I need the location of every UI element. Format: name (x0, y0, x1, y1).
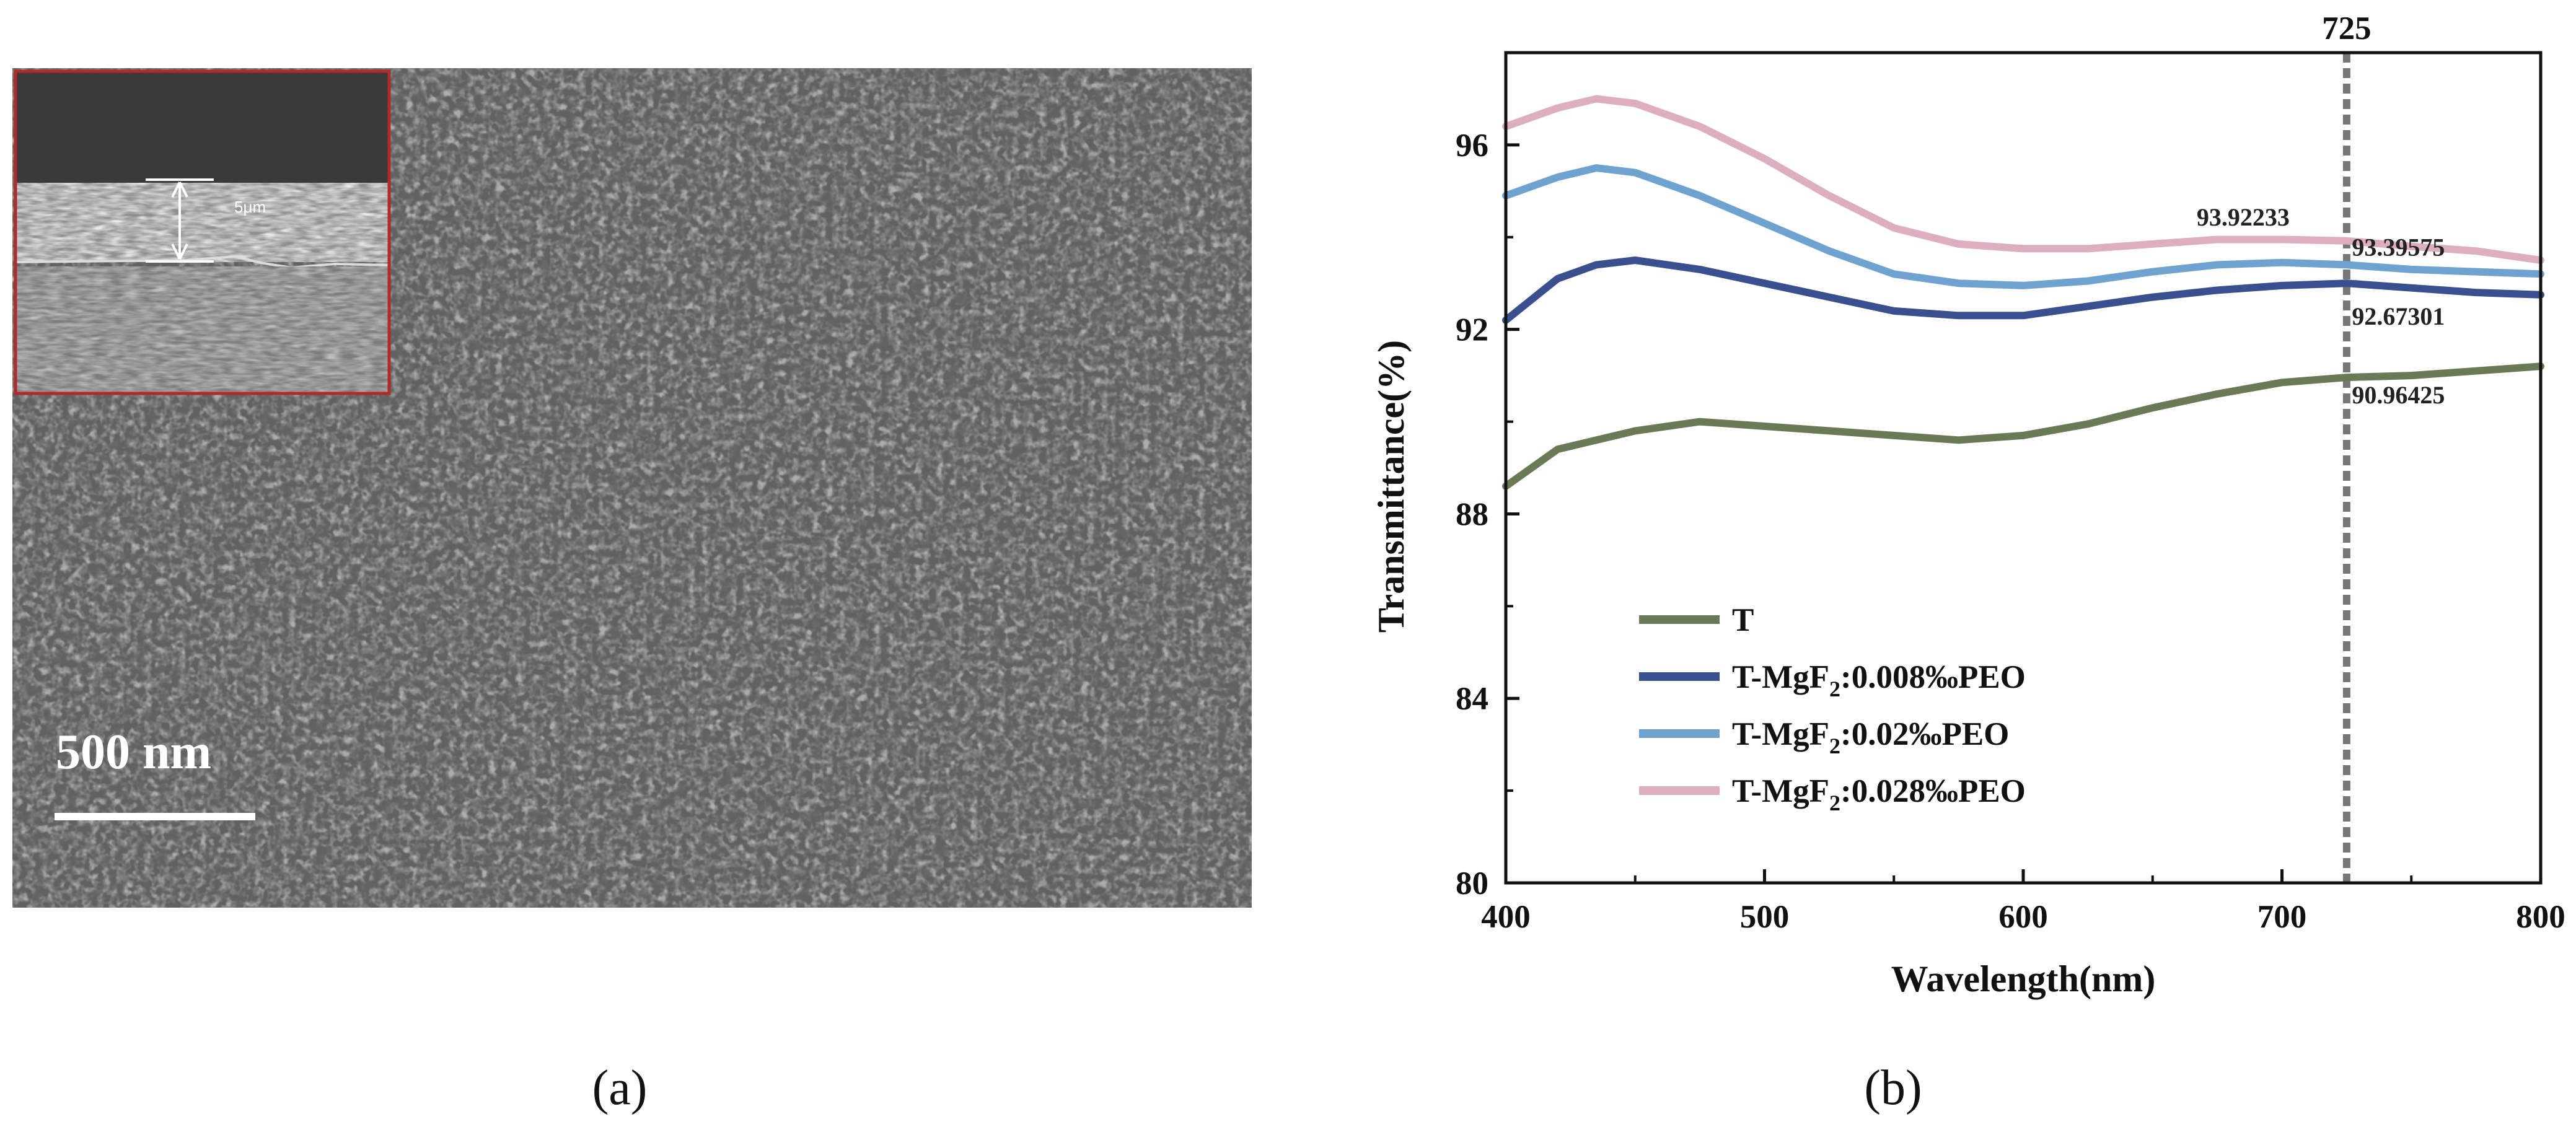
y-axis-title: Transmittance(%) (1371, 340, 1412, 633)
x-tick-label-700: 700 (2257, 899, 2307, 935)
inset-substrate (15, 266, 389, 393)
series-layer (1502, 95, 2544, 490)
sem-panel: 5μm 500 nm (12, 68, 1252, 908)
y-tick-label-84: 84 (1456, 681, 1488, 717)
legend-label-0: T (1732, 602, 1754, 638)
x-tick-label-500: 500 (1740, 899, 1790, 935)
series-line-3 (1502, 95, 2544, 264)
value-annotation-2: 92.67301 (2352, 302, 2445, 330)
panel-label-a: (a) (592, 1061, 648, 1115)
y-tick-label-80: 80 (1456, 866, 1488, 901)
x-tick-label-400: 400 (1481, 899, 1531, 935)
inset-film-layer (15, 183, 389, 262)
series-line-2 (1502, 164, 2544, 289)
x-axis-title: Wavelength(nm) (1891, 958, 2156, 999)
value-annotation-1: 93.39575 (2352, 234, 2445, 261)
legend-label-1: T-MgF2:0.008‰PEO (1732, 659, 2026, 701)
inset-arrow-head-down (171, 243, 188, 260)
inset-arrow-head-up (171, 182, 188, 198)
axis-layer: 400 500 600 700 800 80 84 88 92 96 (1456, 128, 2565, 935)
legend: T T-MgF2:0.008‰PEO T-MgF2:0.02‰PEO T-MgF2:0… (1639, 602, 2026, 815)
marker-label-725: 725 (2322, 11, 2372, 46)
inset-border (14, 69, 391, 395)
plot-frame (1504, 51, 2543, 885)
x-tick-label-600: 600 (1998, 899, 2048, 935)
x-tick-label-800: 800 (2516, 899, 2565, 935)
value-annotation-0: 93.92233 (2197, 203, 2290, 231)
y-tick-label-96: 96 (1456, 128, 1488, 164)
inset-thickness-label: 5μm (234, 198, 266, 216)
legend-label-3: T-MgF2:0.028‰PEO (1732, 773, 2026, 815)
series-line-0 (1502, 362, 2544, 490)
cross-section-inset: 5μm (14, 69, 391, 395)
value-annotation-3: 90.96425 (2352, 381, 2445, 409)
y-tick-label-92: 92 (1456, 312, 1488, 348)
scale-bar-label: 500 nm (56, 725, 211, 779)
series-line-1 (1502, 257, 2544, 324)
inset-top-dark (15, 71, 389, 183)
annotation-layer: 93.92233 93.39575 92.67301 90.96425 (2197, 203, 2445, 409)
marker-layer: 725 (2322, 11, 2372, 883)
y-tick-label-88: 88 (1456, 496, 1488, 532)
panel-label-b: (b) (1864, 1061, 1922, 1115)
legend-label-2: T-MgF2:0.02‰PEO (1732, 716, 2009, 758)
